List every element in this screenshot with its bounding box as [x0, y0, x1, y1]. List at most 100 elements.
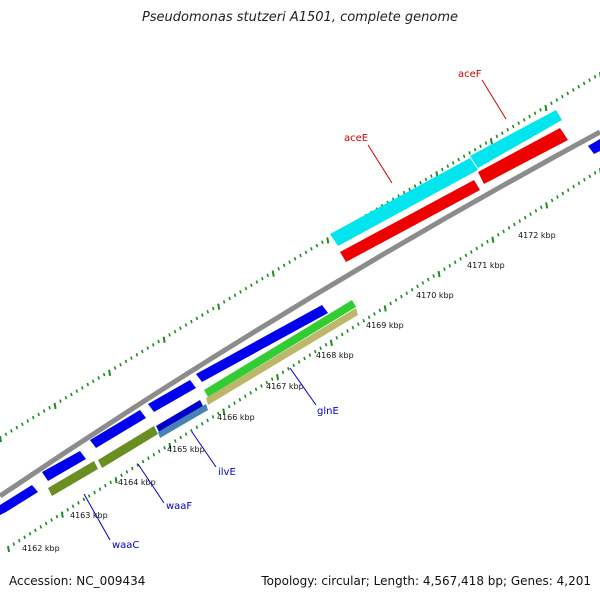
scale-tick: [125, 470, 129, 474]
scale-tick: [87, 494, 91, 498]
scale-tick: [184, 323, 188, 327]
scale-tick: [26, 419, 30, 423]
gene-leader-line: [289, 367, 317, 406]
scale-tick: [55, 514, 59, 519]
gene-arrow: [340, 180, 480, 262]
scale-tick: [408, 187, 411, 192]
scale-tick: [571, 88, 575, 92]
scale-tick: [34, 528, 37, 533]
scale-tick: [462, 154, 466, 158]
scale-tick: [81, 386, 84, 390]
scale-tick: [200, 422, 204, 426]
scale-tick: [147, 456, 150, 460]
scale-tick: [566, 91, 570, 96]
gene-arrow: [588, 139, 600, 154]
scale-tick: [82, 497, 86, 502]
scale-tick: [130, 356, 133, 360]
scale-tick: [15, 425, 19, 430]
gene-label-glnE: glnE: [317, 406, 339, 417]
scale-tick: [448, 263, 452, 268]
scale-tick: [31, 415, 35, 420]
scale-tick: [304, 250, 308, 254]
gene-arrow: [90, 410, 146, 448]
scale-tick: [233, 293, 237, 297]
gene-arrow: [42, 451, 86, 481]
scale-tick: [244, 394, 247, 399]
genome-backbone: [0, 129, 600, 499]
scale-tick: [310, 247, 313, 251]
scale-tick: [239, 290, 242, 294]
scale-tick: [249, 391, 252, 395]
scale-label: 4172 kbp: [518, 231, 556, 240]
scale-tick: [545, 202, 549, 209]
scale-tick: [288, 260, 291, 264]
scale-tick: [583, 178, 586, 182]
scale-tick: [593, 171, 597, 175]
scale-tick: [464, 253, 468, 258]
scale-tick: [588, 78, 591, 82]
scale-tick: [260, 384, 263, 388]
gene-arrow: [330, 158, 478, 246]
scale-tick: [577, 84, 580, 89]
scale-tick: [378, 308, 382, 313]
scale-label: 4164 kbp: [118, 478, 156, 487]
scale-tick: [459, 257, 462, 261]
scale-tick: [136, 463, 139, 467]
scale-tick: [329, 339, 333, 346]
scale-tick: [277, 266, 280, 271]
scale-tick: [383, 305, 387, 312]
gene-label-waaF: waaF: [166, 501, 192, 512]
scale-tick: [572, 184, 575, 189]
scale-label: 4171 kbp: [467, 261, 505, 270]
scale-tick: [174, 439, 177, 443]
scale-tick: [421, 281, 425, 285]
scale-tick: [222, 300, 226, 304]
scale-tick: [250, 283, 253, 288]
scale-tick: [77, 501, 80, 505]
gene-leader-line: [83, 493, 111, 541]
scale-tick: [495, 134, 499, 139]
scale-tick: [556, 195, 559, 199]
scale-tick: [113, 366, 117, 370]
scale-tick: [400, 294, 403, 299]
scale-tick: [141, 349, 144, 354]
scale-tick: [7, 545, 10, 553]
scale-tick: [413, 184, 417, 188]
scale-tick: [282, 263, 286, 268]
scale-tick: [486, 239, 489, 244]
scale-tick: [190, 319, 193, 324]
scale-tick: [489, 138, 493, 145]
scale-tick: [141, 459, 145, 464]
scale-tick: [529, 212, 532, 216]
scale-tick: [367, 315, 371, 320]
scale-tick: [561, 94, 564, 99]
scale-tick: [102, 372, 106, 377]
scale-tick: [561, 191, 565, 196]
scale-tick: [470, 250, 473, 254]
map-title: Pseudomonas stutzeri A1501, complete gen…: [141, 10, 459, 25]
gene-label-waaC: waaC: [112, 540, 139, 551]
scale-tick: [518, 219, 522, 223]
scale-tick: [351, 325, 355, 330]
scale-tick: [238, 397, 242, 402]
scale-tick: [324, 343, 328, 347]
gene-arrow: [196, 305, 328, 382]
scale-tick: [533, 111, 537, 115]
scale-tick: [502, 229, 505, 234]
scale-tick: [593, 75, 597, 79]
scale-tick: [528, 114, 531, 119]
scale-tick: [319, 346, 322, 350]
scale-tick: [53, 402, 57, 410]
scale-tick: [550, 101, 553, 106]
gene-arrow: [0, 485, 38, 515]
scale-tick: [206, 310, 210, 314]
gene-arrow: [156, 400, 204, 434]
scale-tick: [18, 538, 21, 543]
gene-arrow: [478, 128, 568, 184]
scale-tick: [430, 174, 433, 178]
gene-arrow: [98, 426, 158, 468]
gene-label-ilvE: ilvE: [218, 467, 236, 478]
scale-tick: [70, 392, 73, 397]
